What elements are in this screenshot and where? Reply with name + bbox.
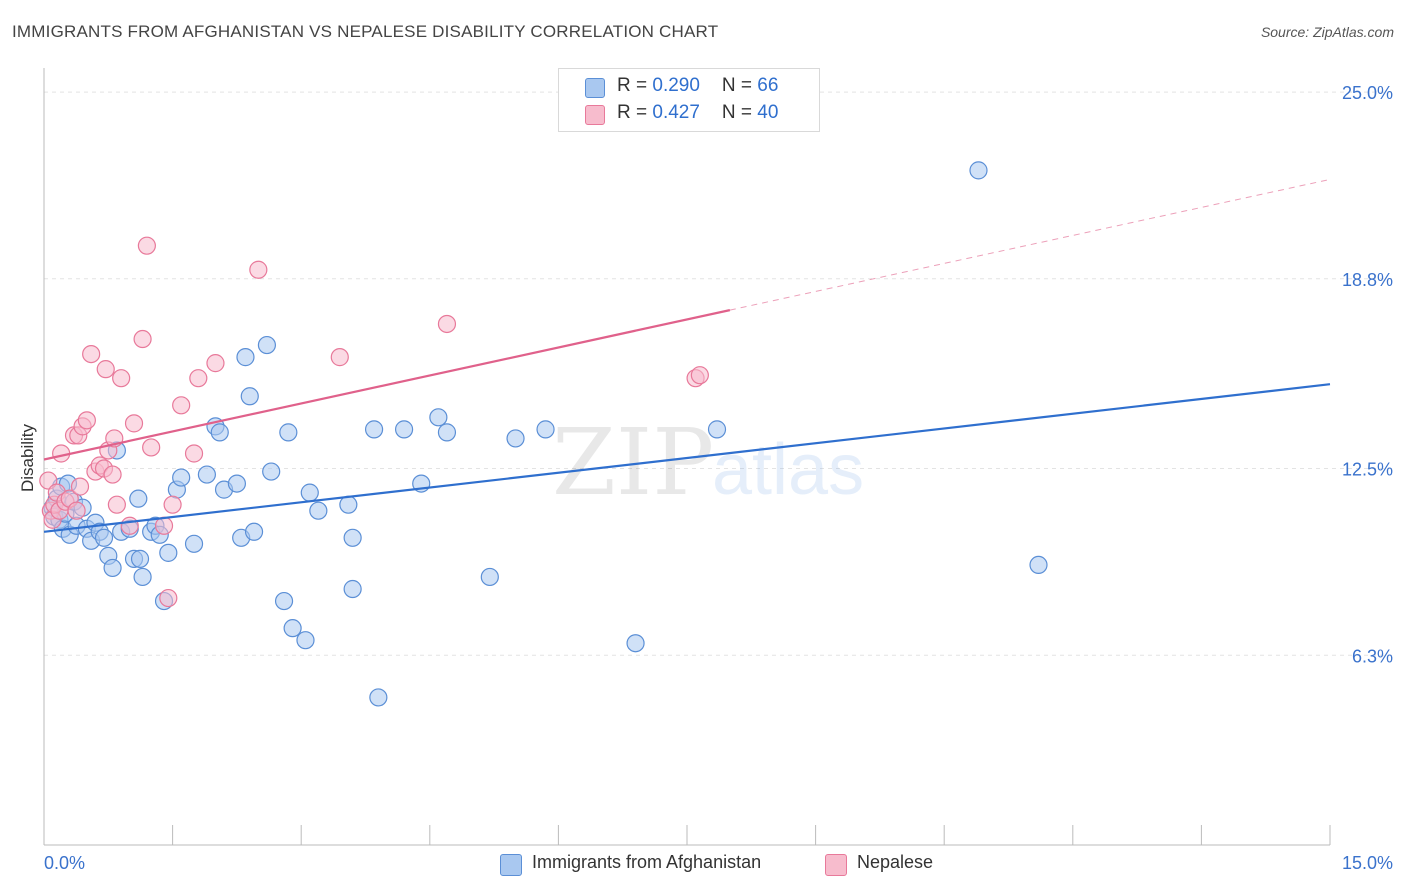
point-nepalese (206, 354, 225, 373)
point-nepalese (437, 314, 457, 334)
point-afghanistan (343, 528, 362, 547)
point-nepalese (82, 344, 101, 364)
point-nepalese (77, 411, 96, 430)
point-afghanistan (129, 489, 148, 508)
point-afghanistan (240, 387, 259, 406)
point-nepalese (330, 348, 349, 367)
point-nepalese (159, 588, 178, 608)
point-afghanistan (343, 579, 362, 599)
y-tick-label: 25.0% (1342, 83, 1393, 103)
watermark-zip: ZIP (552, 409, 714, 516)
point-nepalese (133, 329, 152, 349)
point-afghanistan (103, 558, 122, 578)
trend-line-afghanistan (43, 383, 1331, 533)
trend-line-nepalese-extension (729, 178, 1331, 311)
point-afghanistan (257, 335, 277, 355)
r-value: 0.290 (652, 75, 700, 96)
watermark-atlas: atlas (712, 430, 864, 510)
legend-swatch-pink (825, 854, 847, 876)
point-nepalese (103, 465, 122, 484)
point-afghanistan (339, 495, 358, 514)
point-afghanistan (969, 161, 988, 180)
point-afghanistan (626, 634, 645, 653)
point-afghanistan (296, 631, 315, 650)
point-nepalese (690, 366, 709, 385)
point-afghanistan (279, 423, 298, 442)
y-tick-label: 6.3% (1352, 646, 1393, 666)
point-nepalese (154, 516, 174, 535)
point-nepalese (137, 236, 156, 255)
legend-label: Immigrants from Afghanistan (532, 852, 762, 872)
point-afghanistan (369, 688, 388, 707)
point-nepalese (112, 369, 131, 388)
point-afghanistan (236, 348, 255, 367)
point-afghanistan (506, 429, 525, 448)
point-nepalese (124, 414, 144, 433)
point-afghanistan (94, 528, 114, 547)
point-afghanistan (283, 619, 302, 638)
point-nepalese (107, 495, 126, 514)
n-value: 66 (757, 75, 779, 96)
legend-swatch-blue (500, 854, 522, 876)
point-afghanistan (159, 543, 178, 562)
point-afghanistan (227, 474, 246, 493)
grid-lines (44, 91, 1392, 656)
data-points (39, 161, 1048, 707)
point-nepalese (163, 495, 182, 514)
n-label: N = (721, 75, 758, 96)
point-nepalese (67, 501, 86, 520)
y-tick-label: 18.8% (1342, 270, 1393, 290)
r-label: R = (617, 75, 653, 96)
tick-labels: 6.3% 12.5% 18.8% 25.0% 0.0% 15.0% (44, 83, 1393, 873)
point-afghanistan (364, 420, 384, 439)
point-afghanistan (429, 408, 448, 427)
point-nepalese (70, 477, 90, 496)
stats-legend: R = 0.290 N = 66 R = 0.427 N = 40 (558, 68, 820, 132)
point-afghanistan (244, 522, 264, 541)
legend-swatch-blue (585, 78, 605, 98)
point-afghanistan (394, 420, 414, 439)
source-label: Source: ZipAtlas.com (1260, 24, 1394, 40)
point-nepalese (189, 369, 208, 388)
point-nepalese (172, 396, 191, 415)
point-afghanistan (480, 567, 499, 587)
point-afghanistan (172, 468, 191, 487)
point-nepalese (249, 260, 268, 279)
r-value: 0.427 (652, 102, 700, 123)
axes (43, 68, 1331, 846)
point-afghanistan (130, 549, 150, 568)
chart-title: IMMIGRANTS FROM AFGHANISTAN VS NEPALESE … (12, 22, 719, 41)
point-afghanistan (309, 501, 328, 520)
point-afghanistan (274, 591, 294, 611)
point-nepalese (120, 516, 139, 535)
point-afghanistan (133, 567, 152, 587)
x-tick-label: 0.0% (44, 853, 85, 873)
trend-lines (43, 178, 1331, 533)
r-label: R = (617, 102, 653, 123)
x-tick-label: 15.0% (1342, 853, 1393, 873)
trend-line-nepalese (43, 309, 731, 461)
point-nepalese (184, 444, 204, 463)
point-nepalese (96, 360, 115, 379)
point-afghanistan (184, 534, 204, 553)
point-afghanistan (707, 420, 727, 439)
n-label: N = (721, 102, 758, 123)
point-afghanistan (1029, 555, 1048, 575)
point-afghanistan (300, 483, 319, 502)
legend-label: Nepalese (857, 852, 934, 872)
y-axis-label: Disability (18, 423, 37, 492)
point-afghanistan (536, 420, 555, 439)
legend-swatch-pink (585, 105, 605, 125)
point-nepalese (142, 438, 161, 457)
y-tick-label: 12.5% (1342, 460, 1393, 480)
n-value: 40 (757, 102, 779, 123)
point-afghanistan (210, 423, 229, 442)
point-afghanistan (197, 465, 216, 484)
point-afghanistan (437, 423, 457, 442)
point-afghanistan (262, 462, 281, 481)
